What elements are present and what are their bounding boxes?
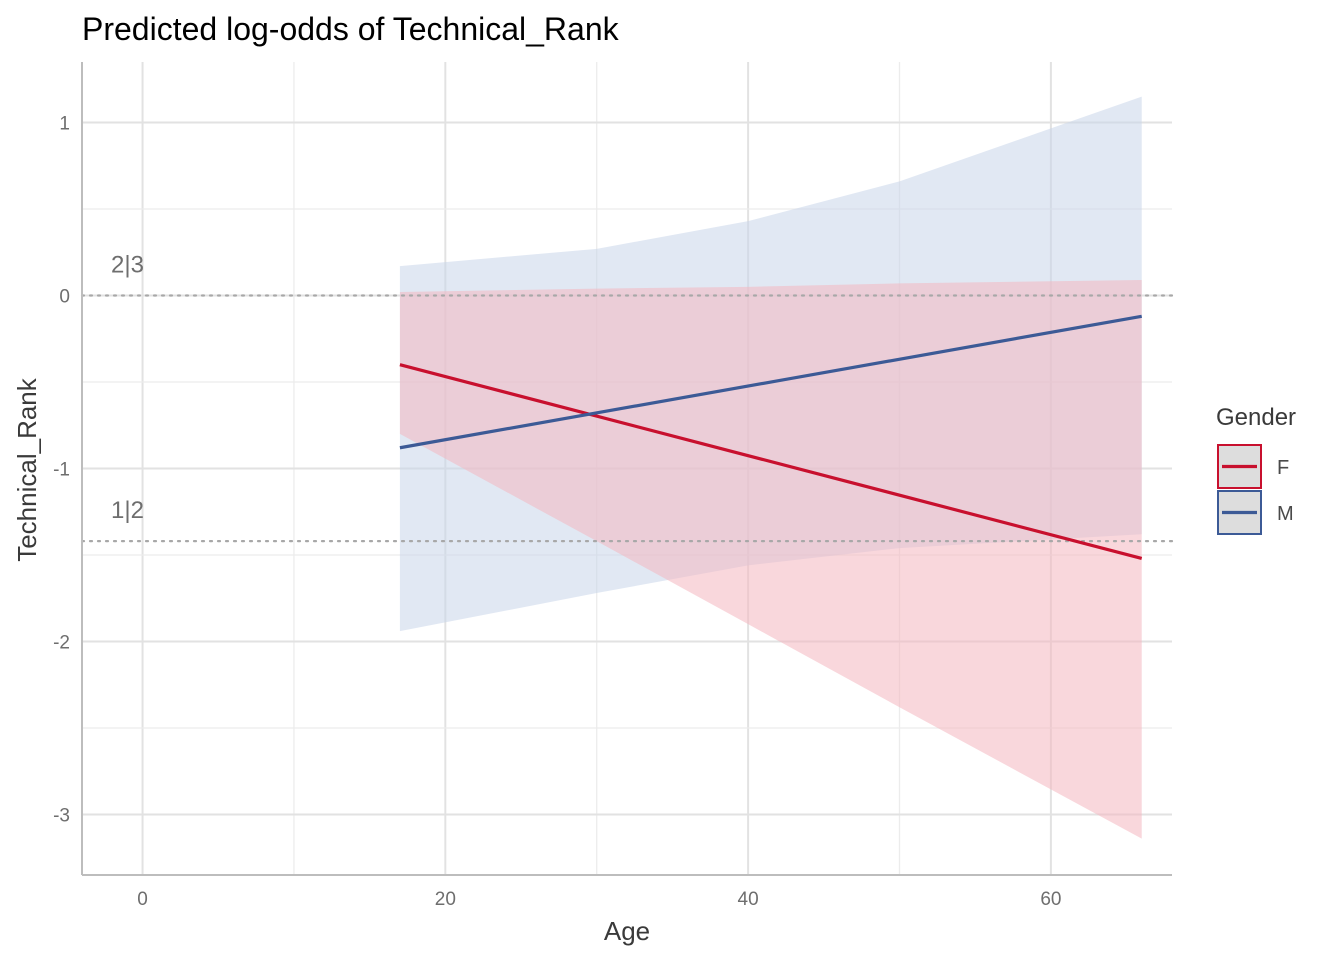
- y-axis-title: Technical_Rank: [12, 377, 42, 562]
- threshold-label: 1|2: [111, 497, 144, 524]
- threshold-label: 2|3: [111, 252, 144, 279]
- y-tick-label: -2: [53, 632, 70, 653]
- series-line-f: [399, 363, 1143, 560]
- x-tick-label: 60: [1040, 889, 1061, 910]
- legend-label-m: M: [1277, 503, 1294, 525]
- ribbon-f: [399, 279, 1142, 839]
- y-tick-label: -3: [53, 805, 70, 826]
- chart-title: Predicted log-odds of Technical_Rank: [82, 11, 620, 47]
- legend: Gender F M: [1216, 404, 1296, 535]
- x-tick-label: 40: [738, 889, 759, 910]
- axis-ticks: 0 20 40 60 1 0 -1 -2 -3: [53, 114, 1061, 910]
- legend-title: Gender: [1216, 404, 1296, 431]
- y-tick-label: 0: [59, 287, 70, 308]
- x-tick-label: 0: [137, 889, 148, 910]
- y-tick-label: -1: [53, 460, 70, 481]
- x-axis-title: Age: [604, 916, 650, 946]
- y-tick-label: 1: [59, 114, 70, 135]
- confidence-ribbons: [399, 96, 1142, 839]
- x-tick-label: 20: [435, 889, 456, 910]
- legend-label-f: F: [1277, 457, 1289, 479]
- series-lines: [399, 314, 1143, 560]
- series-line-m: [399, 314, 1143, 450]
- threshold-lines: 2|3 1|2: [80, 252, 1174, 543]
